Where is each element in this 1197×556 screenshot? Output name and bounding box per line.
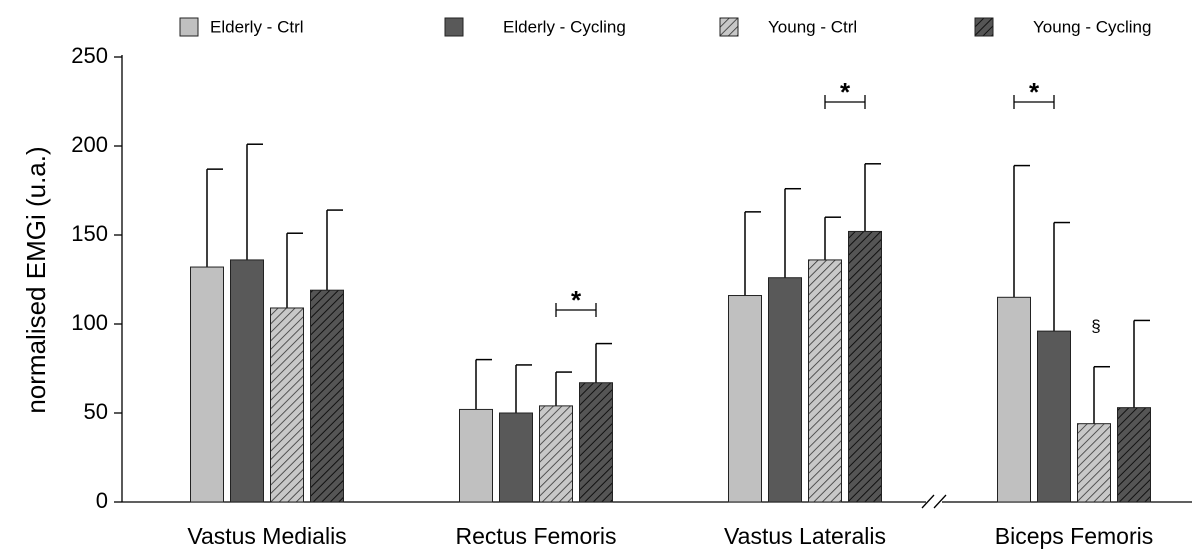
- bar: [1117, 407, 1151, 503]
- legend-swatch: [444, 17, 464, 37]
- bar: [1037, 330, 1071, 503]
- legend-label: Elderly - Cycling: [503, 17, 626, 36]
- bar: [808, 259, 842, 503]
- bar: [499, 412, 533, 503]
- x-tick-label: Vastus Lateralis: [724, 523, 886, 549]
- y-axis-label: normalised EMGi (u.a.): [21, 146, 51, 413]
- bar: [848, 230, 882, 503]
- bar: [768, 277, 802, 503]
- bar: [728, 295, 762, 503]
- bar: [310, 289, 344, 503]
- y-tick-label: 200: [71, 132, 108, 157]
- y-tick-label: 150: [71, 221, 108, 246]
- legend-swatch: [179, 17, 199, 37]
- bar: [539, 405, 573, 503]
- y-tick-label: 0: [96, 488, 108, 513]
- axis-break: [933, 494, 947, 509]
- x-tick-label: Rectus Femoris: [455, 523, 616, 549]
- bar: [1077, 423, 1111, 503]
- annotation: *: [571, 285, 582, 315]
- bar: [997, 296, 1031, 503]
- annotation: *: [1029, 77, 1040, 107]
- y-tick-label: 50: [84, 399, 108, 424]
- bar: [190, 266, 224, 503]
- bar: [579, 382, 613, 503]
- legend-swatch: [719, 17, 739, 37]
- legend-label: Young - Cycling: [1033, 17, 1151, 36]
- bar: [270, 307, 304, 503]
- annotation: §: [1091, 316, 1100, 335]
- legend-label: Elderly - Ctrl: [210, 17, 304, 36]
- legend-swatch: [974, 17, 994, 37]
- y-tick-label: 100: [71, 310, 108, 335]
- bar: [230, 259, 264, 503]
- bar: [459, 408, 493, 503]
- annotation: *: [840, 77, 851, 107]
- x-tick-label: Vastus Medialis: [187, 523, 346, 549]
- x-tick-label: Biceps Femoris: [995, 523, 1153, 549]
- y-tick-label: 250: [71, 43, 108, 68]
- axis-break: [921, 494, 935, 509]
- axis-break-gap: [926, 497, 942, 507]
- legend-label: Young - Ctrl: [768, 17, 857, 36]
